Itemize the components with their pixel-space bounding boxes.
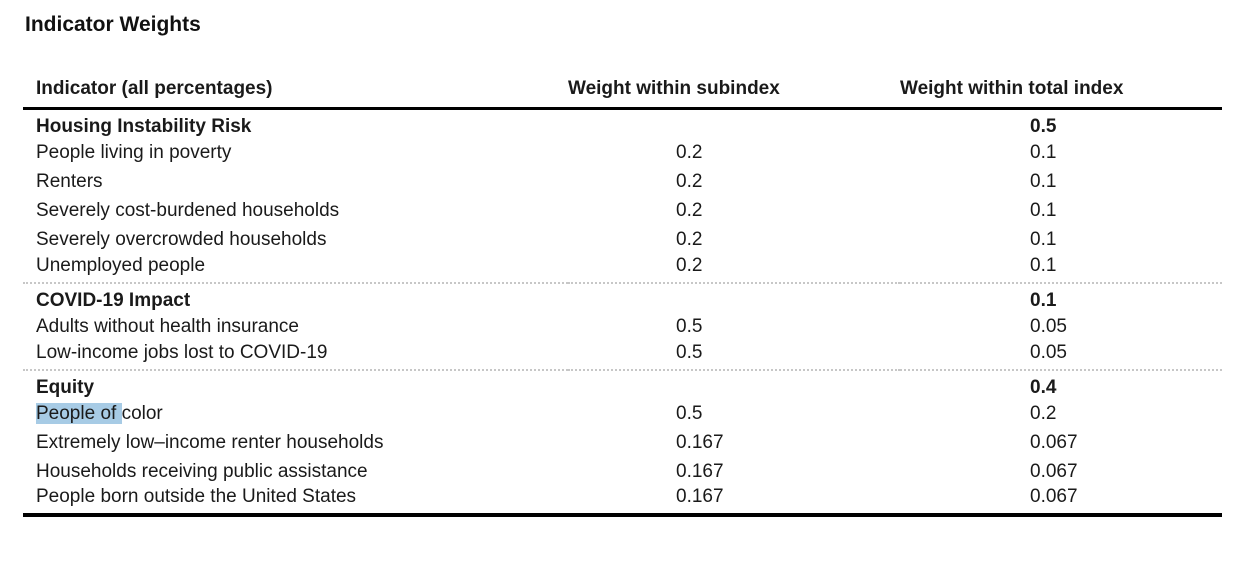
indicator-name: People born outside the United States <box>36 486 357 507</box>
header-row: Indicator (all percentages) Weight withi… <box>23 70 1222 109</box>
indicator-name: People living in poverty <box>36 141 232 163</box>
section-name: COVID-19 Impact <box>36 290 191 311</box>
section-header-row: Housing Instability Risk 0.5 <box>23 109 1222 139</box>
section-header-row: Equity 0.4 <box>23 370 1222 399</box>
subindex-weight: 0.2 <box>676 141 703 163</box>
indicator-name: color <box>121 402 163 424</box>
total-weight: 0.1 <box>1030 199 1057 221</box>
column-header-total-index-weight: Weight within total index <box>900 78 1124 99</box>
section-total-weight: 0.5 <box>1030 116 1057 137</box>
total-weight: 0.067 <box>1030 460 1078 482</box>
indicator-name: Severely cost-burdened households <box>36 199 340 221</box>
page-title: Indicator Weights <box>25 13 201 36</box>
subindex-weight: 0.5 <box>676 402 703 424</box>
section-total-weight: 0.1 <box>1030 290 1057 311</box>
indicator-name: Adults without health insurance <box>36 315 299 337</box>
section-name: Equity <box>36 377 95 398</box>
total-weight: 0.05 <box>1030 315 1067 337</box>
table-row: Households receiving public assistance 0… <box>23 457 1222 486</box>
section-equity: Equity 0.4 People of color 0.5 0.2 Extre… <box>23 370 1222 515</box>
total-weight: 0.1 <box>1030 141 1057 163</box>
indicator-name: Unemployed people <box>36 254 206 276</box>
indicator-name: Severely overcrowded households <box>36 228 327 250</box>
total-weight: 0.1 <box>1030 170 1057 192</box>
empty-cell <box>568 370 900 399</box>
column-header-subindex-weight: Weight within subindex <box>568 78 780 99</box>
table-row: People of color 0.5 0.2 <box>23 399 1222 428</box>
empty-cell <box>568 283 900 312</box>
column-header-indicator: Indicator (all percentages) <box>36 78 273 99</box>
total-weight: 0.067 <box>1030 486 1078 507</box>
table-row: Adults without health insurance 0.5 0.05 <box>23 312 1222 341</box>
subindex-weight: 0.5 <box>676 315 703 337</box>
total-weight: 0.2 <box>1030 402 1057 424</box>
section-covid-19-impact: COVID-19 Impact 0.1 Adults without healt… <box>23 283 1222 370</box>
total-weight: 0.067 <box>1030 431 1078 453</box>
subindex-weight: 0.167 <box>676 460 724 482</box>
indicator-name: Extremely low–income renter households <box>36 431 384 453</box>
table-row: Unemployed people 0.2 0.1 <box>23 254 1222 283</box>
table-row: Severely overcrowded households 0.2 0.1 <box>23 225 1222 254</box>
section-total-weight: 0.4 <box>1030 377 1057 398</box>
subindex-weight: 0.2 <box>676 228 703 250</box>
table-header: Indicator (all percentages) Weight withi… <box>23 70 1222 109</box>
subindex-weight: 0.2 <box>676 170 703 192</box>
indicator-weights-table: Indicator (all percentages) Weight withi… <box>23 70 1222 517</box>
table-row: Severely cost-burdened households 0.2 0.… <box>23 196 1222 225</box>
total-weight: 0.1 <box>1030 254 1057 276</box>
table-row: Extremely low–income renter households 0… <box>23 428 1222 457</box>
subindex-weight: 0.2 <box>676 199 703 221</box>
section-housing-instability-risk: Housing Instability Risk 0.5 People livi… <box>23 109 1222 284</box>
section-name: Housing Instability Risk <box>36 116 252 137</box>
indicator-name: Low-income jobs lost to COVID-19 <box>36 341 328 363</box>
subindex-weight: 0.167 <box>676 431 724 453</box>
subindex-weight: 0.5 <box>676 341 703 363</box>
table-row: Low-income jobs lost to COVID-19 0.5 0.0… <box>23 341 1222 370</box>
empty-cell <box>568 109 900 139</box>
table-row: People living in poverty 0.2 0.1 <box>23 138 1222 167</box>
total-weight: 0.1 <box>1030 228 1057 250</box>
section-header-row: COVID-19 Impact 0.1 <box>23 283 1222 312</box>
indicator-name: Households receiving public assistance <box>36 460 368 482</box>
table-row: Renters 0.2 0.1 <box>23 167 1222 196</box>
subindex-weight: 0.2 <box>676 254 703 276</box>
indicator-name: Renters <box>36 170 103 192</box>
total-weight: 0.05 <box>1030 341 1067 363</box>
subindex-weight: 0.167 <box>676 486 724 507</box>
table-row: People born outside the United States 0.… <box>23 486 1222 515</box>
selected-text: People of <box>36 402 122 424</box>
